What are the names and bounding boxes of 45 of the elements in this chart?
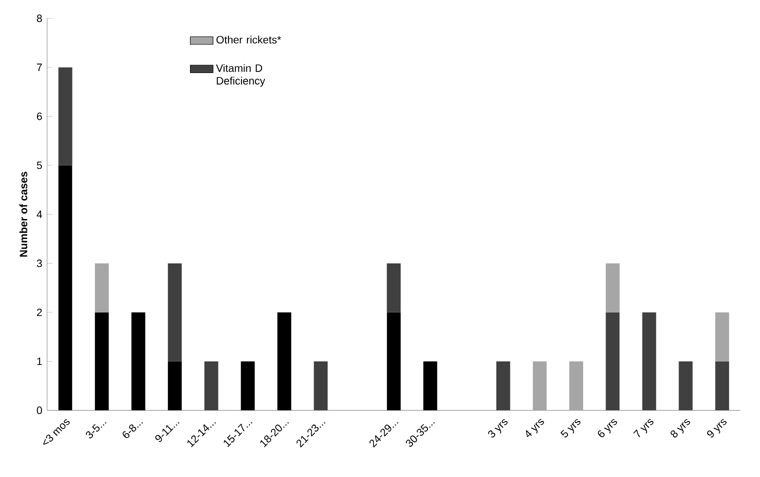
y-tick-label: 2 bbox=[36, 308, 42, 316]
x-tick-label: 6-8... bbox=[122, 422, 143, 438]
bar bbox=[168, 361, 182, 410]
y-tick-label: 6 bbox=[36, 112, 42, 120]
y-tick-label: 8 bbox=[36, 14, 42, 22]
y-tick-label: 7 bbox=[36, 64, 42, 71]
y-tick-label: 0 bbox=[36, 406, 42, 414]
y-tick-label: 5 bbox=[36, 162, 42, 170]
bar bbox=[715, 361, 730, 410]
bar bbox=[94, 263, 109, 312]
bar bbox=[131, 312, 146, 410]
bar bbox=[642, 312, 656, 410]
bar bbox=[240, 361, 255, 410]
x-tick-label: 6 yrs bbox=[598, 419, 618, 438]
bar bbox=[606, 312, 620, 410]
x-tick-label: 3 yrs bbox=[488, 419, 508, 438]
legend-label: Vitamin D Deficiency bbox=[216, 64, 266, 87]
bar bbox=[532, 361, 547, 410]
y-tick-label: 4 bbox=[36, 210, 42, 218]
bar bbox=[715, 312, 730, 362]
x-tick-label: 8 yrs bbox=[670, 419, 690, 438]
bar bbox=[58, 67, 72, 166]
bar bbox=[496, 361, 510, 410]
bar bbox=[314, 361, 328, 410]
bar bbox=[569, 361, 584, 410]
bar bbox=[168, 263, 182, 362]
bar bbox=[386, 312, 401, 410]
y-tick-label: 3 bbox=[36, 260, 42, 268]
bar bbox=[386, 263, 401, 312]
x-tick-label: 4 yrs bbox=[526, 419, 544, 438]
bar bbox=[58, 165, 72, 410]
x-tick-label: <3 mos bbox=[43, 419, 70, 445]
x-tick-label: 5 yrs bbox=[560, 419, 581, 438]
bar bbox=[204, 361, 218, 410]
x-tick-label: 9 yrs bbox=[707, 419, 727, 438]
bar bbox=[606, 263, 620, 312]
bar bbox=[678, 361, 693, 410]
y-tick-label: 1 bbox=[37, 358, 42, 365]
bar bbox=[277, 312, 292, 410]
bar bbox=[94, 312, 109, 410]
legend-label: Other rickets* bbox=[216, 36, 282, 44]
bar bbox=[423, 361, 438, 410]
y-axis-title: Number of cases bbox=[19, 172, 28, 257]
x-tick-label: 3-5... bbox=[86, 422, 106, 438]
x-tick-label: 7 yrs bbox=[633, 419, 654, 438]
